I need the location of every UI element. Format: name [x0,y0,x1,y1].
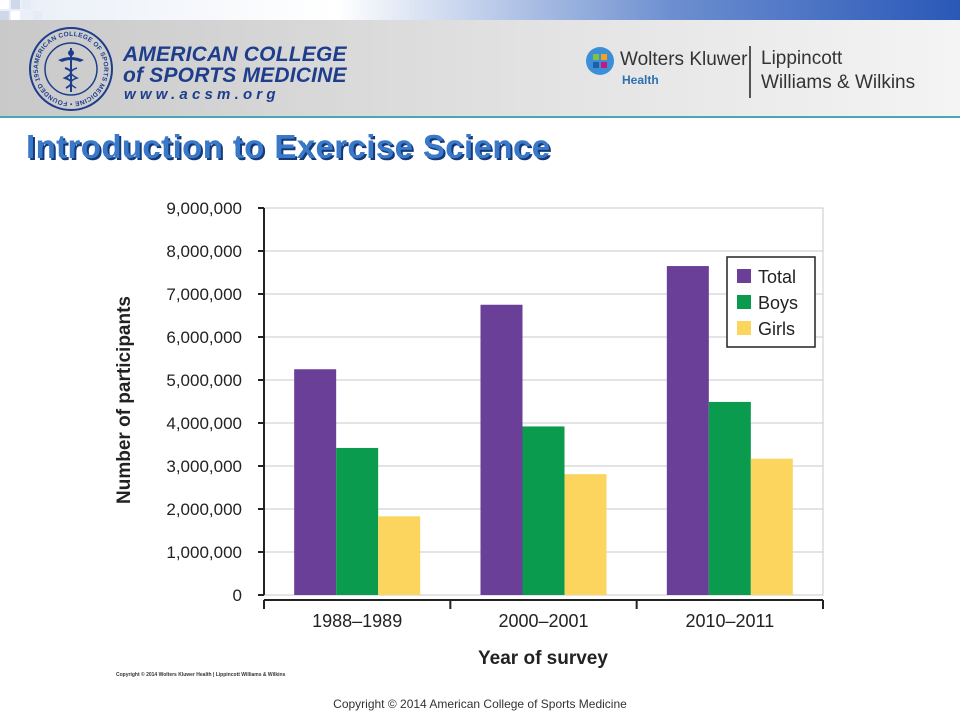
y-tick-label: 2,000,000 [166,500,242,519]
y-tick-labels: 0 1,000,000 2,000,000 3,000,000 4,000,000 5,0… [166,199,242,605]
bar-boys-1 [522,426,565,595]
legend: Total Boys Girls [726,256,816,348]
bar-girls-0 [378,516,421,595]
legend-label-total: Total [758,267,796,287]
legend-swatch-total [737,269,751,283]
imprint-line2: Williams & Wilkins [761,72,916,93]
logo-divider [749,46,751,98]
acsm-seal-icon: AMERICAN COLLEGE OF SPORTS MEDICINE • FO… [28,26,113,111]
axes [258,207,824,609]
bars [294,266,793,595]
y-tick-label: 5,000,000 [166,371,242,390]
x-tick-label: 2000–2001 [498,611,588,631]
bar-girls-2 [750,458,793,595]
x-tick-label: 1988–1989 [312,611,402,631]
bar-total-2 [666,266,709,595]
publisher-sub: Health [622,73,659,87]
y-tick-label: 4,000,000 [166,414,242,433]
wolters-kluwer-logo-icon [586,47,614,75]
org-name-line1: AMERICAN COLLEGE [123,43,347,66]
legend-label-girls: Girls [758,319,795,339]
bar-boys-2 [708,401,751,595]
bar-girls-1 [564,474,607,595]
x-tick-labels: 1988–1989 2000–2001 2010–2011 [312,611,774,631]
figure-copyright: Copyright © 2014 Wolters Kluwer Health |… [116,672,286,678]
bar-boys-0 [336,447,379,595]
bar-total-0 [294,369,337,595]
decorative-squares [0,0,42,20]
header-banner: AMERICAN COLLEGE OF SPORTS MEDICINE • FO… [0,0,960,118]
y-tick-label: 7,000,000 [166,285,242,304]
legend-label-boys: Boys [758,293,798,313]
banner-rule [0,116,960,118]
org-name-line2: of SPORTS MEDICINE [123,64,347,87]
x-axis-label: Year of survey [478,648,608,669]
y-tick-label: 1,000,000 [166,543,242,562]
org-url[interactable]: www.acsm.org [124,86,280,103]
y-tick-label: 0 [233,586,242,605]
y-tick-label: 6,000,000 [166,328,242,347]
y-axis-label: Number of participants [114,296,135,504]
publisher-name: Wolters Kluwer [620,49,748,70]
banner-top-gradient [0,0,960,20]
y-tick-label: 3,000,000 [166,457,242,476]
x-tick-label: 2010–2011 [685,611,774,631]
legend-swatch-girls [737,321,751,335]
footer-copyright: Copyright © 2014 American College of Spo… [333,697,627,711]
bar-total-1 [480,304,523,595]
legend-swatch-boys [737,295,751,309]
imprint-line1: Lippincott [761,48,843,69]
y-tick-label: 8,000,000 [166,242,242,261]
y-tick-label: 9,000,000 [166,199,242,218]
slide-title: Introduction to Exercise Science [26,128,551,165]
